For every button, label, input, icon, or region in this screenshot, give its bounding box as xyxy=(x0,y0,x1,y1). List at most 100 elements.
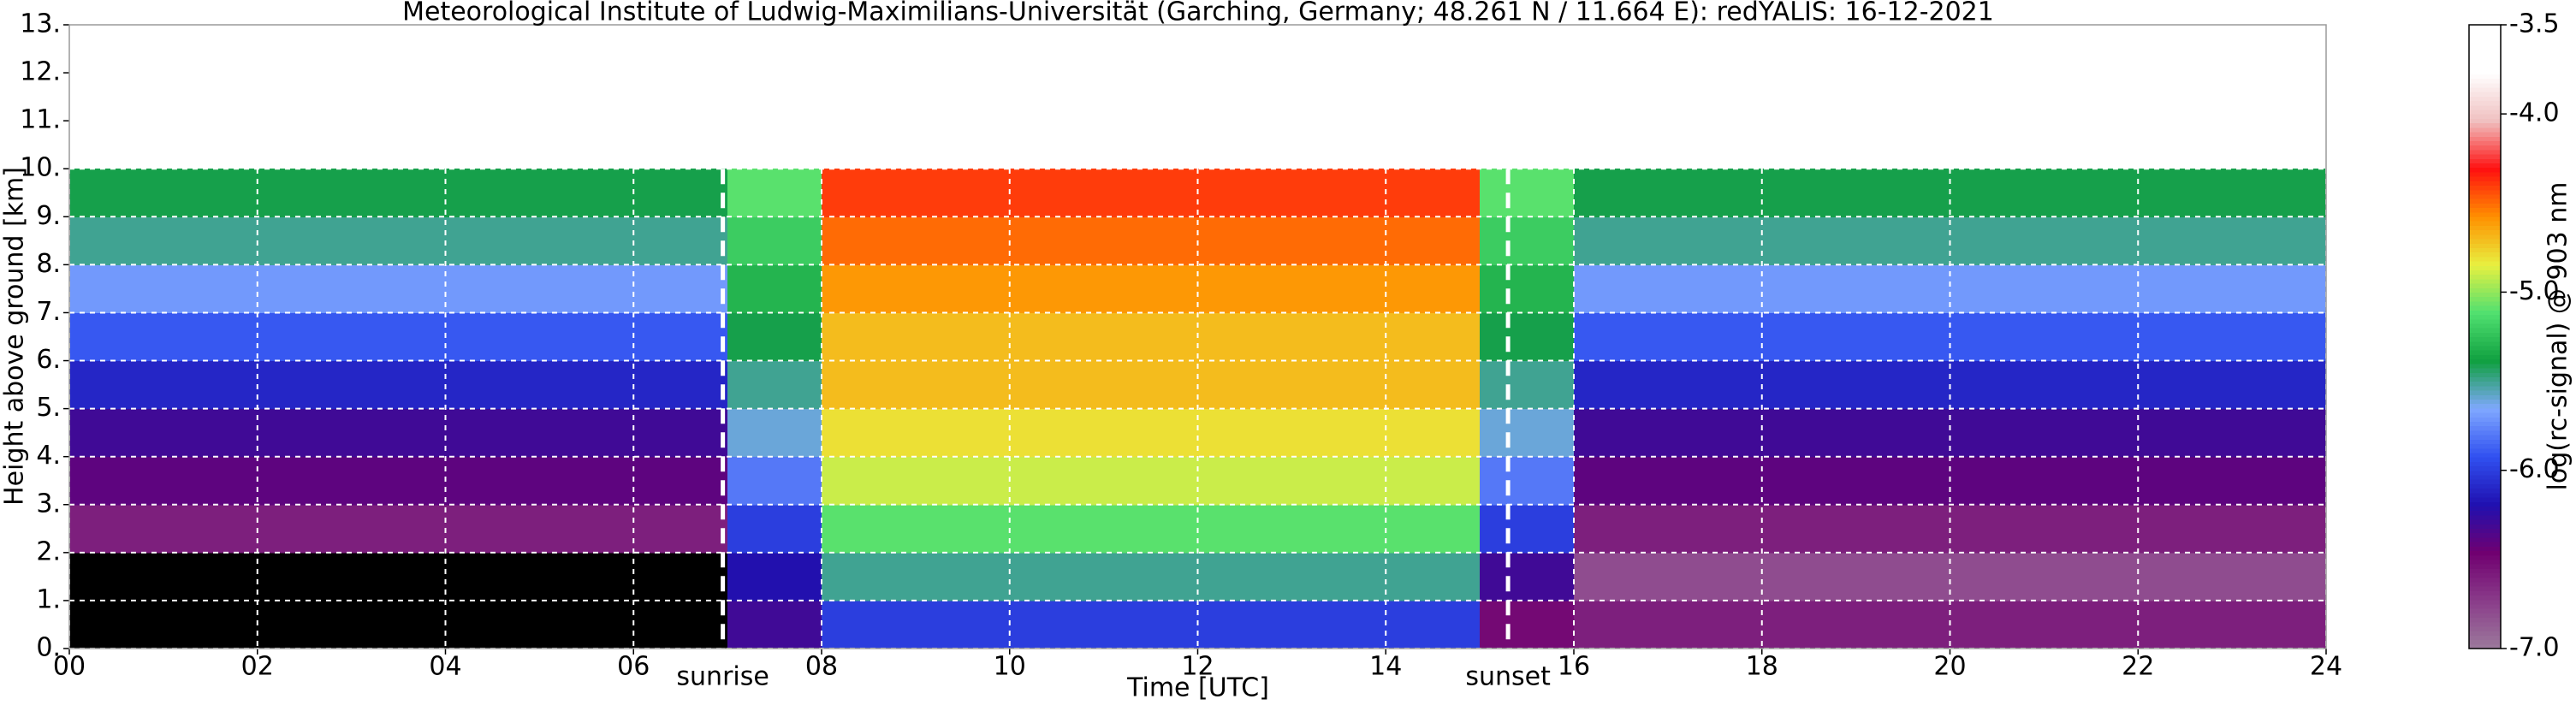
heatmap-cell xyxy=(2044,552,2139,601)
heatmap-cells xyxy=(69,169,2327,649)
heatmap-cell xyxy=(163,169,258,217)
colorbar-segment xyxy=(2469,25,2501,30)
colorbar-segment xyxy=(2469,136,2501,141)
x-tick-label: 18 xyxy=(1746,652,1778,682)
heatmap-cell xyxy=(727,408,822,458)
colorbar-segment xyxy=(2469,488,2501,494)
heatmap-cell xyxy=(1197,169,1292,217)
heatmap-cell xyxy=(445,408,540,458)
heatmap-cell xyxy=(1291,504,1386,554)
heatmap-cell xyxy=(257,264,353,313)
heatmap-cell xyxy=(915,408,1011,458)
heatmap-cell xyxy=(822,169,917,217)
heatmap-cell xyxy=(69,216,164,265)
heatmap-cell xyxy=(1761,216,1857,265)
colorbar-segment xyxy=(2469,78,2501,84)
heatmap-cell xyxy=(351,264,446,313)
heatmap-cell xyxy=(1197,552,1292,601)
heatmap-cell xyxy=(1855,600,1950,649)
heatmap-cell xyxy=(1761,456,1857,506)
colorbar-segment xyxy=(2469,554,2501,560)
colorbar-segment xyxy=(2469,625,2501,631)
colorbar-segment xyxy=(2469,270,2501,275)
colorbar-segment xyxy=(2469,363,2501,369)
colorbar-segment xyxy=(2469,394,2501,400)
y-tick-label: 5. xyxy=(36,393,61,423)
heatmap-cell xyxy=(163,216,258,265)
colorbar-segment xyxy=(2469,221,2501,226)
heatmap-cell xyxy=(2044,312,2139,362)
colorbar-segment xyxy=(2469,421,2501,427)
heatmap-cell xyxy=(915,264,1011,313)
colorbar-segment xyxy=(2469,247,2501,253)
colorbar-segment xyxy=(2469,417,2501,423)
colorbar-segment xyxy=(2469,439,2501,445)
colorbar-segment xyxy=(2469,617,2501,623)
y-tick-label: 8. xyxy=(36,249,61,279)
heatmap-cell xyxy=(351,312,446,362)
y-axis-label: Height above ground [km] xyxy=(0,167,30,506)
colorbar-segment xyxy=(2469,572,2501,578)
heatmap-cell xyxy=(445,264,540,313)
colorbar-segment xyxy=(2469,86,2501,92)
colorbar-segment xyxy=(2469,278,2501,284)
colorbar-segment xyxy=(2469,492,2501,498)
heatmap-cell xyxy=(1103,504,1198,554)
heatmap-cell xyxy=(1480,552,1575,601)
colorbar-segment xyxy=(2469,122,2501,128)
colorbar-segment xyxy=(2469,474,2501,480)
heatmap-cell xyxy=(257,216,353,265)
heatmap-cell xyxy=(1950,169,2045,217)
heatmap-cell xyxy=(1667,408,1763,458)
heatmap-cell xyxy=(1103,264,1198,313)
colorbar-segment xyxy=(2469,350,2501,355)
colorbar-segment xyxy=(2469,564,2501,569)
x-tick-label: 22 xyxy=(2122,652,2154,682)
colorbar-tick-label: -6.0 xyxy=(2509,454,2560,484)
colorbar-segment xyxy=(2469,189,2501,195)
heatmap-cell xyxy=(1291,552,1386,601)
chart-title: Meteorological Institute of Ludwig-Maxim… xyxy=(402,0,1994,27)
heatmap-cell xyxy=(1009,360,1105,410)
colorbar-segment xyxy=(2469,171,2501,177)
colorbar-segment xyxy=(2469,100,2501,106)
colorbar-segment xyxy=(2469,550,2501,556)
heatmap-cell xyxy=(633,312,728,362)
heatmap-cell xyxy=(2044,169,2139,217)
heatmap-cell xyxy=(2138,504,2233,554)
heatmap-cell xyxy=(633,360,728,410)
heatmap-cell xyxy=(257,504,353,554)
heatmap-cell xyxy=(163,600,258,649)
heatmap-cell xyxy=(1574,456,1669,506)
colorbar-segment xyxy=(2469,114,2501,119)
heatmap-cell xyxy=(1855,216,1950,265)
heatmap-cell xyxy=(445,312,540,362)
colorbar-segment xyxy=(2469,305,2501,311)
colorbar-segment xyxy=(2469,510,2501,516)
heatmap-cell xyxy=(1574,600,1669,649)
x-axis-label: Time [UTC] xyxy=(1126,673,1269,703)
colorbar-segment xyxy=(2469,389,2501,395)
heatmap-cell xyxy=(1386,552,1481,601)
colorbar-segment xyxy=(2469,140,2501,146)
heatmap-cell xyxy=(633,552,728,601)
heatmap-cell xyxy=(445,456,540,506)
heatmap-cell xyxy=(539,312,634,362)
heatmap-cell xyxy=(445,600,540,649)
heatmap-cell xyxy=(2232,456,2327,506)
heatmap-cell xyxy=(822,360,917,410)
colorbar-segment xyxy=(2469,435,2501,440)
colorbar-segment xyxy=(2469,260,2501,266)
colorbar-tick-label: -5.0 xyxy=(2509,276,2560,306)
heatmap-cell xyxy=(1761,600,1857,649)
heatmap-cell xyxy=(2044,216,2139,265)
colorbar-tick-label: -3.5 xyxy=(2509,9,2560,39)
heatmap-cell xyxy=(1103,600,1198,649)
heatmap-cell xyxy=(727,600,822,649)
heatmap-cell xyxy=(1574,264,1669,313)
colorbar-segment xyxy=(2469,158,2501,164)
colorbar-segment xyxy=(2469,323,2501,329)
plot-frame xyxy=(68,24,2327,649)
heatmap-cell xyxy=(1574,169,1669,217)
